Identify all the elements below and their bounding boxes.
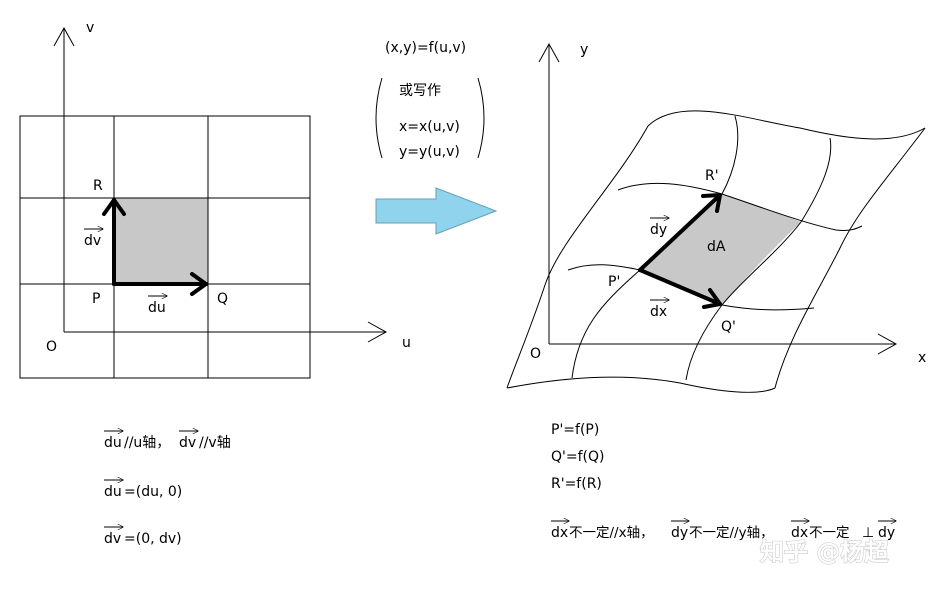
dy-vector-label: dy xyxy=(650,222,667,238)
point-r-label: R' xyxy=(705,168,719,184)
y-axis-arrowhead xyxy=(538,42,560,63)
uv-vectors xyxy=(102,198,208,296)
point-p-label: P xyxy=(92,291,100,307)
left-panel: v u O R P Q dv du xyxy=(19,20,411,379)
or-write-label: 或写作 xyxy=(399,83,441,99)
left-paren xyxy=(375,77,383,159)
mapping-arrow xyxy=(375,187,498,235)
dy-vector xyxy=(638,193,722,272)
right-panel: y x O R' P' Q' dA dy dx xyxy=(506,42,926,393)
y-axis-label: y xyxy=(580,42,588,58)
dv-vector-label: dv xyxy=(84,233,101,249)
note-q-prime: Q'=f(Q) xyxy=(551,449,604,465)
dx-vector xyxy=(638,268,722,306)
u-axis-arrowhead xyxy=(367,321,388,343)
u-axis-label: u xyxy=(402,335,411,351)
note-p-prime: P'=f(P) xyxy=(551,422,599,438)
v-axis-label: v xyxy=(86,20,94,36)
xy-vectors xyxy=(638,193,722,309)
note3-text: =(0, dv) xyxy=(124,531,182,547)
note2-text: =(du, 0) xyxy=(124,484,182,500)
note1-text-b: //v轴 xyxy=(199,435,231,451)
note4-text-b: 不一定//y轴， xyxy=(689,525,774,541)
xy-axes xyxy=(538,42,898,355)
dy-vector-head xyxy=(701,193,722,213)
note1-du: du xyxy=(104,435,122,451)
note2-du: du xyxy=(104,484,122,500)
du-vector-label: du xyxy=(148,300,166,316)
shaded-cell xyxy=(114,198,208,284)
note4-dx: dx xyxy=(551,525,568,541)
point-p-label: P' xyxy=(608,274,620,290)
note1-text-a: //u轴， xyxy=(124,435,170,451)
dx-vector-label: dx xyxy=(650,304,667,320)
watermark: 知乎 @杨超 xyxy=(760,538,889,566)
x-axis-label: x xyxy=(918,350,926,366)
uv-grid xyxy=(19,115,311,379)
du-vector-head xyxy=(190,272,208,296)
note4-dx2: dx xyxy=(791,525,808,541)
uv-axes xyxy=(53,26,388,343)
note4-text-a: 不一定//x轴， xyxy=(569,525,654,541)
middle-mapping: (x,y)=f(u,v) 或写作 x=x(u,v) y=y(u,v) xyxy=(375,40,498,235)
note4-dy2: dy xyxy=(878,525,895,541)
shaded-cell xyxy=(640,194,801,305)
note4-text-c: 不一定 xyxy=(809,525,850,541)
note1-dv: dv xyxy=(179,435,196,451)
point-q-label: Q xyxy=(217,291,228,307)
note4-perp: ⊥ xyxy=(862,525,874,541)
x-axis-arrowhead xyxy=(877,333,898,355)
dv-vector-head xyxy=(102,198,126,216)
note-r-prime: R'=f(R) xyxy=(551,476,602,492)
v-axis-arrowhead xyxy=(53,26,75,47)
note4-dy: dy xyxy=(671,525,688,541)
point-r-label: R xyxy=(93,178,103,194)
notes-left: du //u轴， dv //v轴 du =(du, 0) dv =(0, dv) xyxy=(104,431,231,547)
origin-label: O xyxy=(530,346,541,362)
point-q-label: Q' xyxy=(721,319,736,335)
area-label: dA xyxy=(707,239,726,255)
eq-y: y=y(u,v) xyxy=(399,144,460,160)
note3-dv: dv xyxy=(104,531,121,547)
right-paren xyxy=(477,77,485,159)
notes-right: P'=f(P) Q'=f(Q) R'=f(R) dx 不一定//x轴， dy 不… xyxy=(551,422,896,541)
eq-x: x=x(u,v) xyxy=(399,119,460,135)
dx-vector-head xyxy=(702,288,722,309)
mapping-formula: (x,y)=f(u,v) xyxy=(385,40,466,56)
origin-label: O xyxy=(46,339,57,355)
